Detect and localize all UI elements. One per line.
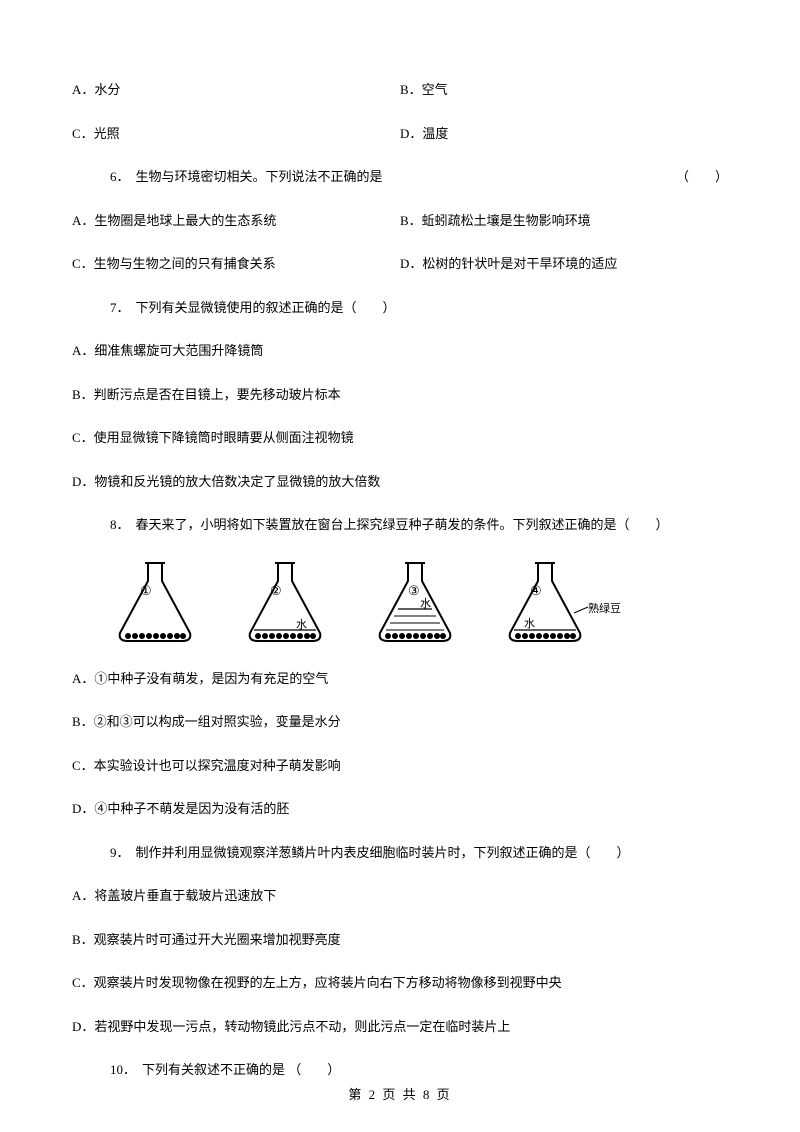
q8-option-d: D．④中种子不萌发是因为没有活的胚 bbox=[72, 799, 728, 819]
q9-option-a: A．将盖玻片垂直于载玻片迅速放下 bbox=[72, 886, 728, 906]
flask-4: ④ 水 熟绿豆 bbox=[500, 559, 600, 649]
flask-4-num: ④ bbox=[530, 583, 542, 598]
q7-number: 7． bbox=[110, 298, 130, 318]
flask-1-icon: ① bbox=[110, 559, 200, 645]
flask-3-water-label: 水 bbox=[420, 597, 431, 610]
q5-option-c: C．光照 bbox=[72, 124, 400, 144]
flask-4-icon: ④ 水 bbox=[500, 559, 590, 645]
q9-option-b: B．观察装片时可通过开大光圈来增加视野亮度 bbox=[72, 930, 728, 950]
flask-2: ② 水 bbox=[240, 559, 340, 649]
q7-option-a: A．细准焦螺旋可大范围升降镜筒 bbox=[72, 341, 728, 361]
q7-text: 下列有关显微镜使用的叙述正确的是（ ） bbox=[136, 298, 396, 318]
q8-option-b: B．②和③可以构成一组对照实验，变量是水分 bbox=[72, 712, 728, 732]
q5-option-a: A．水分 bbox=[72, 80, 400, 100]
q9-stem: 9． 制作并利用显微镜观察洋葱鳞片叶内表皮细胞临时装片时，下列叙述正确的是（ ） bbox=[72, 843, 728, 863]
q6-options-row1: A．生物圈是地球上最大的生态系统 B．蚯蚓疏松土壤是生物影响环境 bbox=[72, 211, 728, 231]
q10-number: 10． bbox=[110, 1060, 136, 1080]
flask-3-num: ③ bbox=[408, 583, 420, 598]
flask-2-num: ② bbox=[270, 583, 282, 598]
q8-number: 8． bbox=[110, 515, 130, 535]
q10-text: 下列有关叙述不正确的是 （ ） bbox=[142, 1060, 340, 1080]
flask-2-seeds bbox=[255, 633, 316, 639]
q5-option-d: D．温度 bbox=[400, 124, 728, 144]
q6-option-b: B．蚯蚓疏松土壤是生物影响环境 bbox=[400, 211, 728, 231]
q7-option-c: C．使用显微镜下降镜筒时眼睛要从侧面注视物镜 bbox=[72, 428, 728, 448]
flask-4-seeds bbox=[515, 633, 576, 639]
q10-stem: 10． 下列有关叙述不正确的是 （ ） bbox=[72, 1060, 728, 1080]
q5-options-row2: C．光照 D．温度 bbox=[72, 124, 728, 144]
q6-option-a: A．生物圈是地球上最大的生态系统 bbox=[72, 211, 400, 231]
flask-2-icon: ② 水 bbox=[240, 559, 330, 645]
q5-options-row1: A．水分 B．空气 bbox=[72, 80, 728, 100]
q8-stem: 8． 春天来了，小明将如下装置放在窗台上探究绿豆种子萌发的条件。下列叙述正确的是… bbox=[72, 515, 728, 535]
q6-number: 6． bbox=[110, 167, 130, 187]
q8-option-c: C．本实验设计也可以探究温度对种子萌发影响 bbox=[72, 756, 728, 776]
q9-text: 制作并利用显微镜观察洋葱鳞片叶内表皮细胞临时装片时，下列叙述正确的是（ ） bbox=[136, 843, 630, 863]
q8-text: 春天来了，小明将如下装置放在窗台上探究绿豆种子萌发的条件。下列叙述正确的是（ ） bbox=[136, 515, 669, 535]
q8-option-a: A．①中种子没有萌发，是因为有充足的空气 bbox=[72, 669, 728, 689]
q6-text: 生物与环境密切相关。下列说法不正确的是 bbox=[136, 167, 676, 187]
q8-flask-diagram: ① ② 水 ③ 水 bbox=[110, 559, 728, 649]
q6-paren: （ ） bbox=[676, 167, 728, 187]
flask-3: ③ 水 bbox=[370, 559, 470, 649]
q7-option-d: D．物镜和反光镜的放大倍数决定了显微镜的放大倍数 bbox=[72, 472, 728, 492]
page-footer: 第 2 页 共 8 页 bbox=[0, 1085, 800, 1105]
flask-1-seeds bbox=[125, 633, 186, 639]
flask-3-seeds bbox=[385, 633, 446, 639]
q6-options-row2: C．生物与生物之间的只有捕食关系 D．松树的针状叶是对干旱环境的适应 bbox=[72, 254, 728, 274]
q9-number: 9． bbox=[110, 843, 130, 863]
flask-2-water-label: 水 bbox=[296, 618, 307, 631]
flask-1-num: ① bbox=[140, 583, 152, 598]
q6-option-d: D．松树的针状叶是对干旱环境的适应 bbox=[400, 254, 728, 274]
q9-option-d: D．若视野中发现一污点，转动物镜此污点不动，则此污点一定在临时装片上 bbox=[72, 1017, 728, 1037]
q6-stem: 6． 生物与环境密切相关。下列说法不正确的是 （ ） bbox=[72, 167, 728, 187]
q6-option-c: C．生物与生物之间的只有捕食关系 bbox=[72, 254, 400, 274]
flask-4-water-label: 水 bbox=[524, 617, 535, 630]
flask-4-right-label: 熟绿豆 bbox=[588, 601, 621, 618]
q9-option-c: C．观察装片时发现物像在视野的左上方，应将装片向右下方移动将物像移到视野中央 bbox=[72, 973, 728, 993]
flask-1: ① bbox=[110, 559, 210, 649]
q7-stem: 7． 下列有关显微镜使用的叙述正确的是（ ） bbox=[72, 298, 728, 318]
q7-option-b: B．判断污点是否在目镜上，要先移动玻片标本 bbox=[72, 385, 728, 405]
flask-3-icon: ③ 水 bbox=[370, 559, 460, 645]
q5-option-b: B．空气 bbox=[400, 80, 728, 100]
